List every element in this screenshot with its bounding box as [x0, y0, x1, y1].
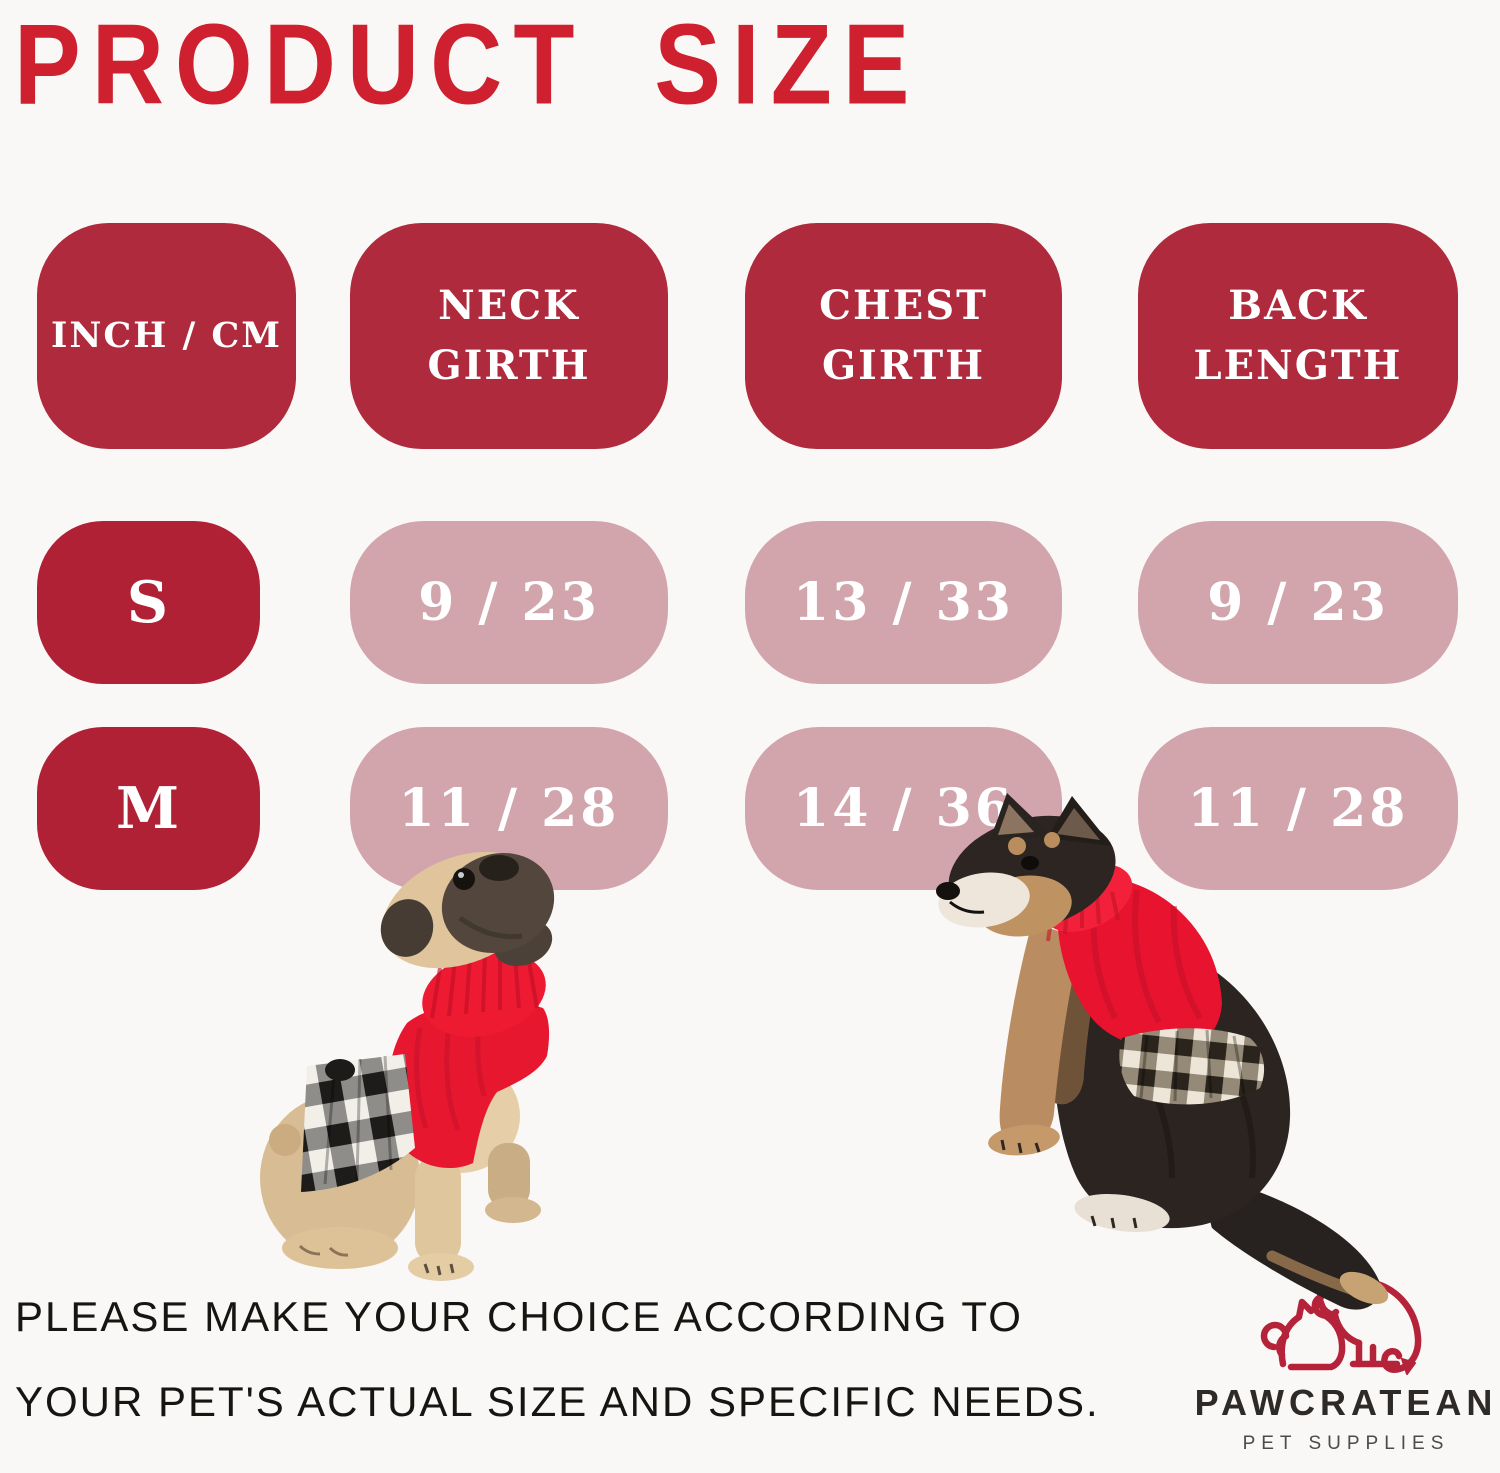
column-header-unit-pill: INCH / CM [37, 223, 296, 449]
size-m-neck-girth-value: 11 / 28 [398, 778, 620, 839]
column-header-neck-girth-pill: NECK GIRTH [350, 223, 668, 449]
column-header-back-length-pill: BACK LENGTH [1138, 223, 1458, 449]
size-s-label-pill: S [37, 521, 260, 684]
page-title: PRODUCT SIZE [14, 1, 921, 129]
size-s-neck-girth-value: 9 / 23 [418, 572, 600, 633]
note-line-1: PLEASE MAKE YOUR CHOICE ACCORDING TO [15, 1293, 1023, 1340]
size-m-back-length-pill: 11 / 28 [1138, 727, 1458, 890]
right-dog-photo [936, 793, 1389, 1310]
size-s-chest-girth-pill: 13 / 33 [745, 521, 1062, 684]
size-m-label-pill: M [37, 727, 260, 890]
size-s-chest-girth-value: 13 / 33 [793, 572, 1014, 633]
size-m-back-length-value: 11 / 28 [1187, 778, 1409, 839]
size-s-back-length-pill: 9 / 23 [1138, 521, 1458, 684]
size-s-back-length-value: 9 / 23 [1207, 572, 1389, 633]
brand-name: PAWCRATEAN [1194, 1382, 1498, 1423]
note-line-2: YOUR PET'S ACTUAL SIZE AND SPECIFIC NEED… [15, 1378, 1100, 1425]
column-header-neck-girth-label: NECK GIRTH [427, 282, 591, 389]
column-header-chest-girth-pill: CHEST GIRTH [745, 223, 1062, 449]
brand-logo-icon [1260, 1269, 1421, 1375]
brand-tagline: PET SUPPLIES [1242, 1433, 1450, 1454]
left-dog-photo [260, 851, 555, 1281]
size-m-label: M [115, 775, 182, 842]
size-s-neck-girth-pill: 9 / 23 [350, 521, 668, 684]
size-s-label: S [126, 569, 171, 636]
cat-outline-icon [1260, 1298, 1345, 1371]
brand-lockup: PAWCRATEAN PET SUPPLIES [1160, 1252, 1500, 1455]
column-header-back-length-label: BACK LENGTH [1193, 282, 1403, 389]
size-m-chest-girth-value: 14 / 36 [793, 778, 1014, 839]
column-header-unit-label: INCH / CM [50, 314, 283, 356]
column-header-chest-girth-label: CHEST GIRTH [819, 282, 988, 389]
dog-outline-icon [1311, 1269, 1421, 1375]
